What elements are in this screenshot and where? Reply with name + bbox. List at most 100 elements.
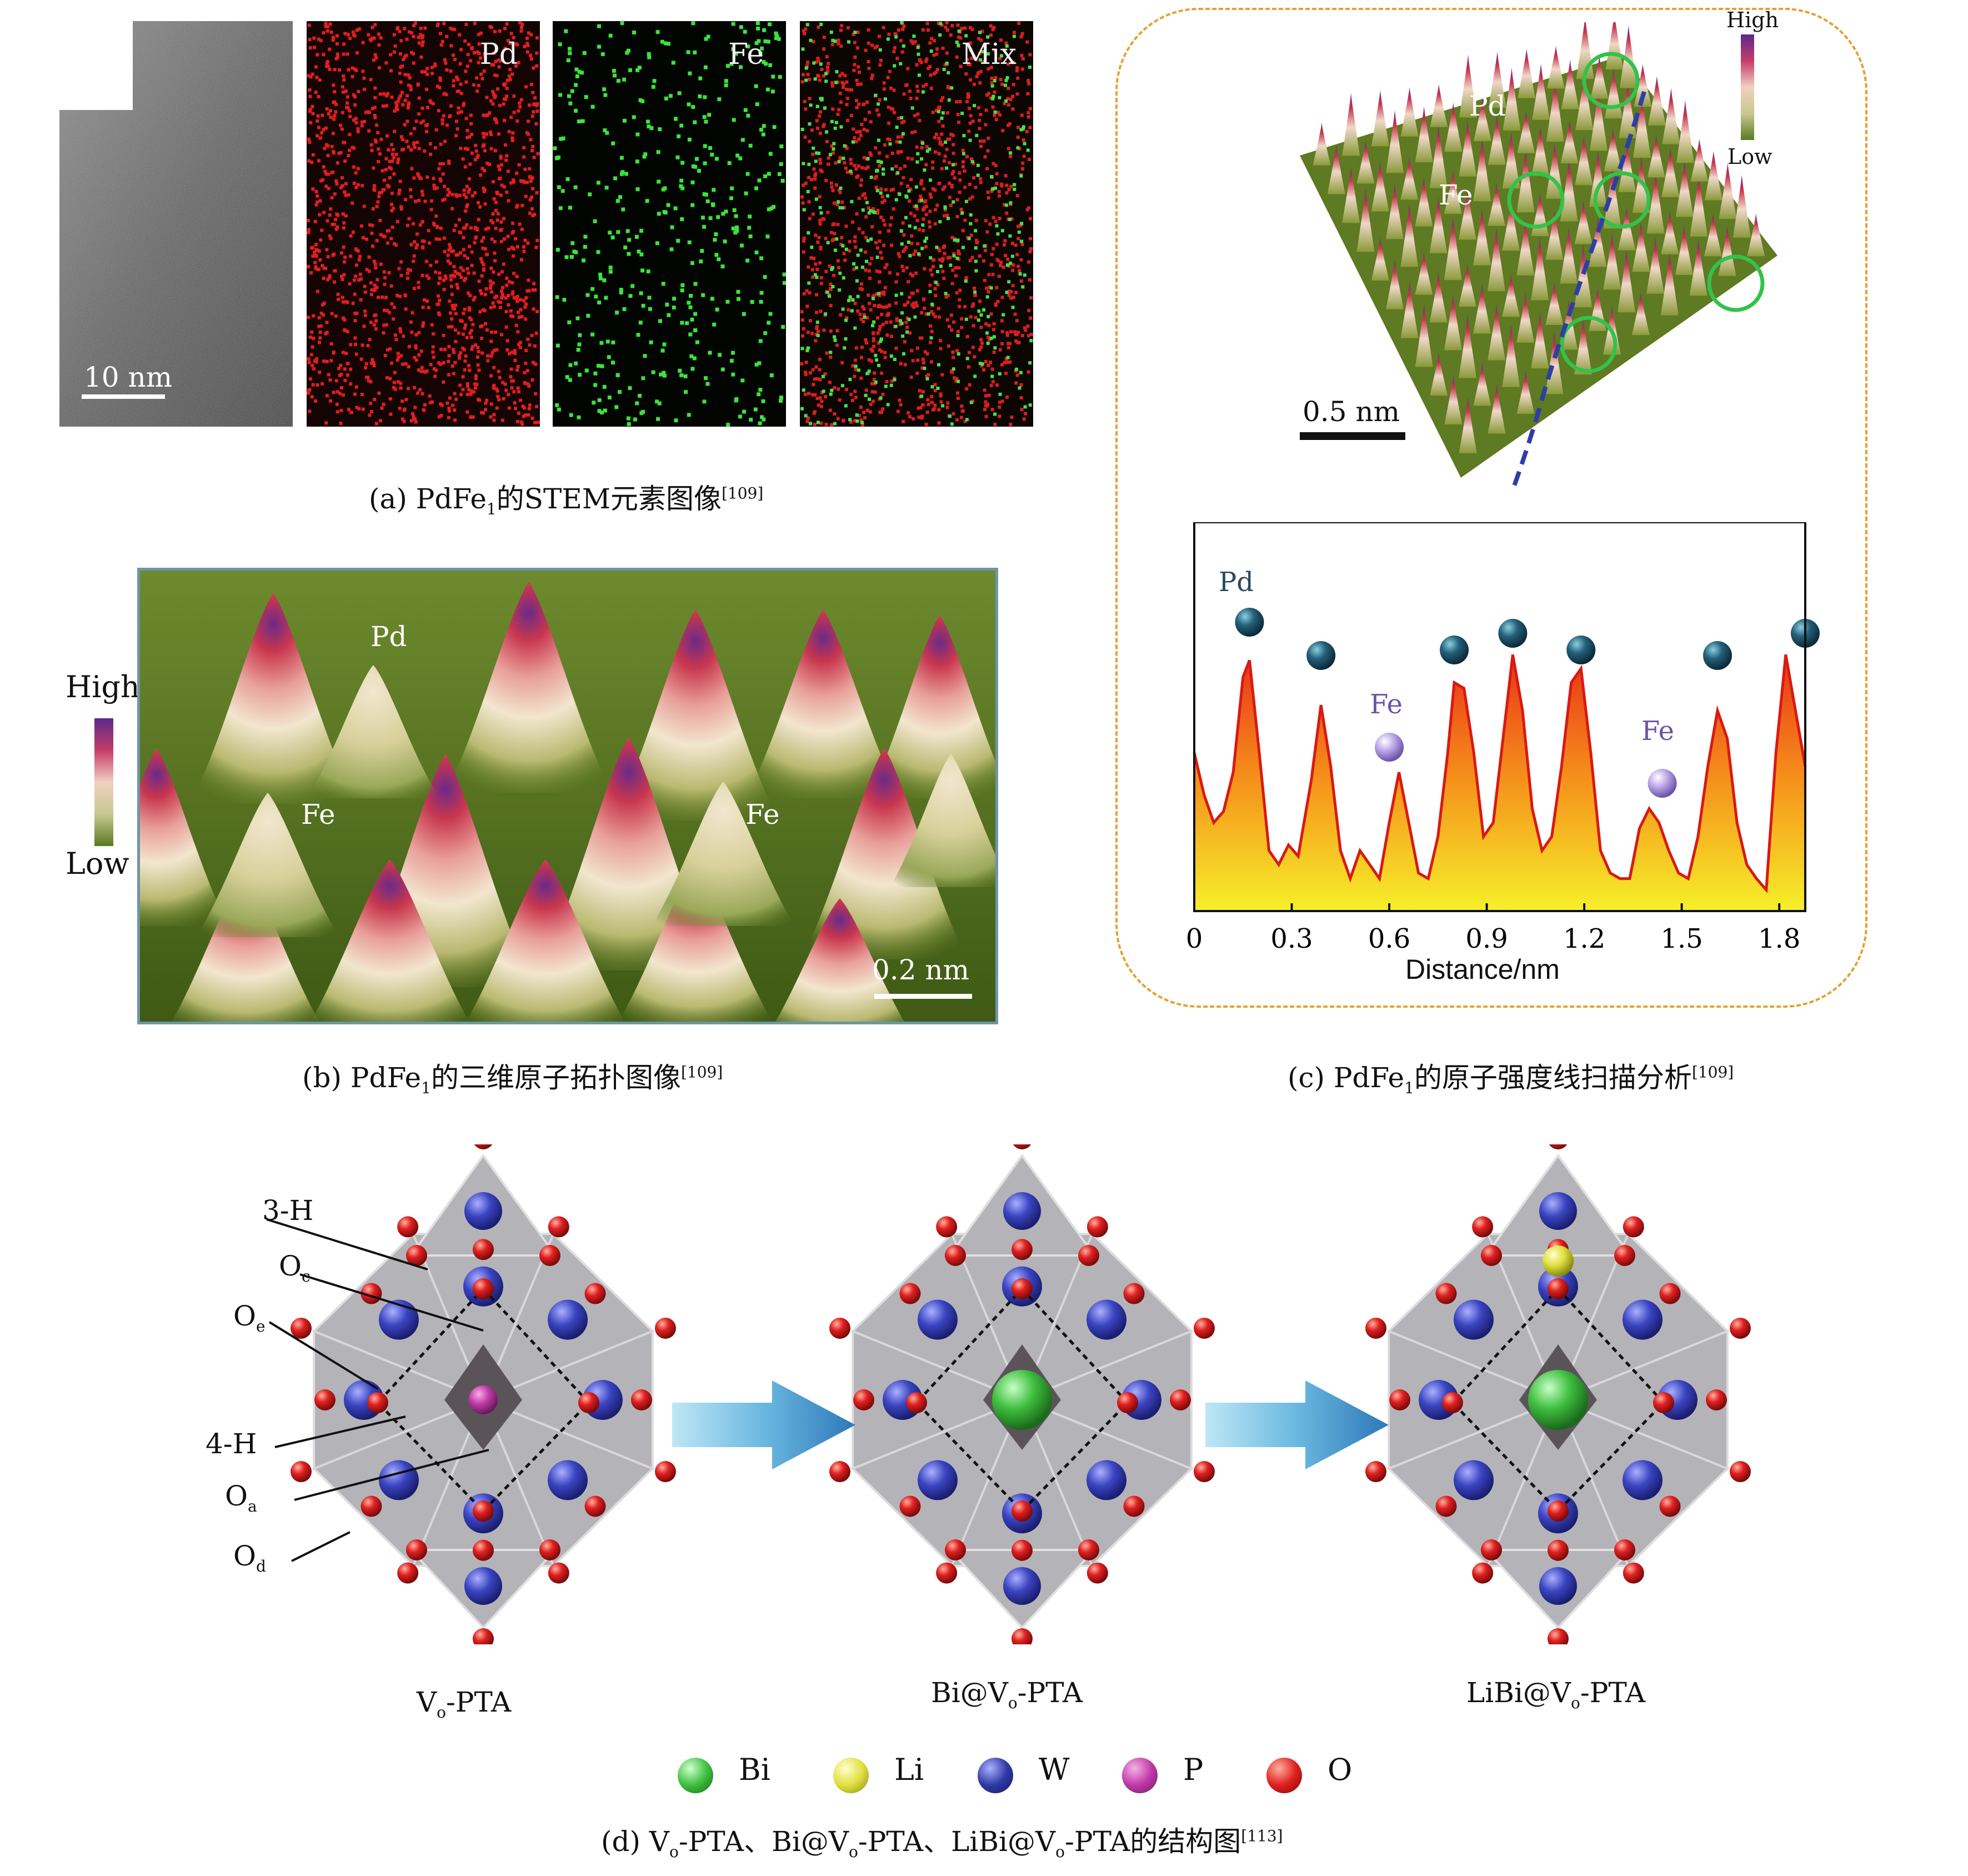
- pd-dot: [347, 193, 350, 197]
- pd-dot: [385, 134, 389, 138]
- pd-dot: [495, 191, 499, 194]
- pd-dot: [1020, 32, 1024, 36]
- pd-dot: [807, 265, 810, 269]
- pd-dot: [338, 68, 342, 72]
- fe-dot: [646, 269, 650, 274]
- pd-dot: [979, 181, 983, 184]
- pd-dot: [941, 124, 945, 128]
- pd-dot: [414, 358, 418, 362]
- o-atom: [1706, 1389, 1727, 1410]
- pd-dot: [969, 78, 973, 82]
- surface-spike: [1488, 51, 1506, 108]
- pd-dot: [343, 32, 347, 36]
- fe-dot: [1012, 34, 1016, 38]
- pd-dot: [307, 316, 311, 319]
- pd-dot: [1025, 129, 1029, 133]
- pd-dot: [345, 95, 349, 99]
- pd-dot: [463, 326, 467, 330]
- fe-dot: [638, 98, 643, 102]
- pd-dot: [852, 267, 856, 271]
- fe-site-marker: [1582, 52, 1640, 109]
- pd-dot: [446, 193, 450, 197]
- w-atom: [917, 1299, 958, 1340]
- pd-dot: [906, 301, 910, 304]
- pd-dot: [429, 152, 433, 156]
- fe-dot: [636, 333, 640, 337]
- pd-dot: [478, 310, 482, 314]
- fe-dot: [656, 150, 660, 154]
- fe-dot: [1005, 291, 1009, 294]
- fe-dot: [815, 104, 819, 108]
- fe-dot: [768, 63, 773, 67]
- pd-dot: [485, 96, 489, 99]
- pd-dot: [420, 189, 424, 193]
- pd-dot: [839, 158, 842, 161]
- pd-dot: [984, 414, 988, 418]
- pd-dot: [934, 294, 938, 297]
- pd-dot: [485, 132, 489, 136]
- pd-dot: [929, 268, 933, 272]
- pd-dot: [928, 41, 932, 45]
- pd-dot: [529, 138, 533, 142]
- pd-dot: [333, 280, 336, 284]
- pd-dot: [842, 86, 845, 89]
- pd-dot: [350, 201, 354, 205]
- pd-dot: [990, 408, 994, 412]
- pd-dot: [950, 328, 954, 332]
- pd-dot: [484, 227, 488, 231]
- pd-dot: [948, 86, 952, 90]
- pd-dot: [929, 73, 933, 77]
- pd-dot: [937, 152, 941, 156]
- fe-dot: [656, 417, 660, 421]
- fe-dot: [778, 75, 782, 79]
- fe-dot: [1001, 313, 1005, 317]
- wo6-octahedron: [1555, 1329, 1729, 1470]
- pd-dot: [463, 368, 467, 372]
- pd-dot: [889, 188, 893, 192]
- pd-dot: [878, 98, 882, 102]
- pd-dot: [894, 32, 898, 36]
- fe-dot: [729, 196, 733, 201]
- pd-dot: [468, 316, 472, 320]
- pd-dot: [976, 72, 980, 76]
- surface-spike: [1618, 249, 1636, 313]
- pd-dot: [412, 61, 415, 65]
- pd-dot: [454, 303, 458, 307]
- pd-dot: [913, 40, 917, 44]
- fe-dot: [685, 321, 689, 326]
- fe-dot: [938, 33, 942, 37]
- fe-dot: [1000, 54, 1003, 58]
- pd-dot: [528, 198, 532, 202]
- pd-dot: [517, 109, 520, 113]
- fe-dot: [675, 155, 680, 159]
- pd-dot: [829, 355, 833, 359]
- surface-spike: [1386, 259, 1404, 309]
- w-atom: [1539, 1567, 1577, 1605]
- pd-dot: [368, 223, 372, 227]
- pd-dot: [1011, 83, 1015, 87]
- pd-dot: [347, 154, 350, 158]
- pd-dot: [523, 305, 527, 309]
- pd-dot: [450, 325, 454, 329]
- pd-dot: [805, 64, 809, 68]
- pd-dot: [393, 242, 396, 246]
- pd-dot: [1000, 329, 1004, 333]
- pd-dot: [808, 139, 812, 143]
- fe-dot: [577, 342, 582, 347]
- fe-dot: [875, 256, 879, 259]
- fe-dot: [655, 241, 659, 246]
- surface-spike: [1531, 237, 1549, 301]
- pd-dot: [534, 122, 538, 126]
- fe-dot: [923, 239, 927, 243]
- pd-dot: [319, 39, 323, 43]
- fe-dot: [867, 369, 871, 373]
- pd-dot: [423, 298, 426, 302]
- pd-dot: [396, 161, 400, 164]
- fe-dot: [763, 275, 767, 279]
- fe-dot: [833, 335, 837, 339]
- fe-dot: [839, 125, 843, 129]
- pd-dot: [309, 271, 313, 275]
- pd-dot: [430, 323, 434, 327]
- surface-spike: [1689, 239, 1707, 296]
- fe-dot: [816, 421, 820, 424]
